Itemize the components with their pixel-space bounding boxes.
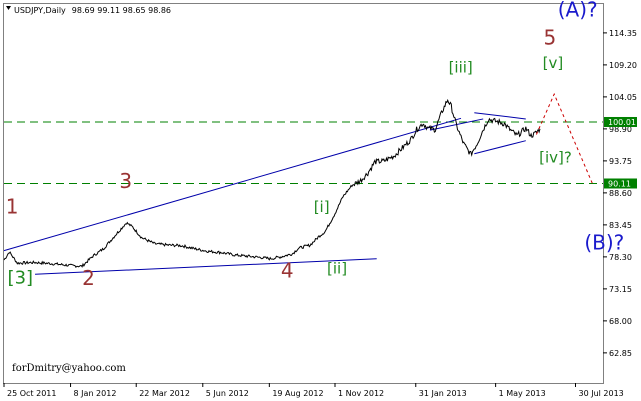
wave-label: [ii] xyxy=(327,260,347,278)
trendline xyxy=(474,140,526,155)
horizontal-levels xyxy=(4,121,603,184)
price-series-line xyxy=(3,98,541,268)
y-tick-label: 98.90 xyxy=(609,125,632,134)
x-tick-label: 25 Oct 2011 xyxy=(7,389,56,398)
wave-label: [iii] xyxy=(449,58,473,76)
y-tick-label: 104.05 xyxy=(609,93,637,102)
plot-frame xyxy=(3,3,604,384)
wave-label: 3 xyxy=(119,169,132,193)
trendline xyxy=(3,117,462,252)
y-tick-label: 88.60 xyxy=(609,189,632,198)
y-tick-label: 68.00 xyxy=(609,317,632,326)
y-tick-label: 109.20 xyxy=(609,61,637,70)
chart-header: USDJPY,Daily 98.69 99.11 98.65 98.86 xyxy=(14,6,171,15)
x-tick-label: 8 Jan 2012 xyxy=(74,389,117,398)
y-tick-label: 62.85 xyxy=(609,349,632,358)
wave-label: 2 xyxy=(82,266,95,290)
wave-label: [iv]? xyxy=(539,148,572,166)
wave-label: 4 xyxy=(281,258,294,282)
wave-label: 5 xyxy=(544,25,557,49)
x-tick-label: 19 Aug 2012 xyxy=(272,389,323,398)
trendline xyxy=(35,258,377,275)
y-tick-label: 114.35 xyxy=(609,29,637,38)
x-tick-label: 22 Mar 2012 xyxy=(139,389,190,398)
y-tick-label: 73.15 xyxy=(609,285,632,294)
author-credit: forDmitry@yahoo.com xyxy=(12,363,126,374)
level-tag xyxy=(604,178,637,189)
header-arrow-icon xyxy=(6,6,11,10)
y-tick-label: 78.30 xyxy=(609,253,632,262)
x-tick-label: 1 May 2013 xyxy=(499,389,546,398)
wave-label: 1 xyxy=(6,194,19,218)
x-tick-label: 1 Nov 2012 xyxy=(338,389,384,398)
x-tick-label: 31 Jan 2013 xyxy=(419,389,467,398)
x-tick-label: 5 Jun 2012 xyxy=(206,389,249,398)
ohlc-values: 98.69 99.11 98.65 98.86 xyxy=(72,6,171,15)
projection-line xyxy=(535,92,593,184)
level-tag-label: 100.01 xyxy=(608,118,636,127)
y-tick-label: 83.45 xyxy=(609,221,632,230)
x-tick-label: 30 Jul 2013 xyxy=(578,389,623,398)
wave-label: (A)? xyxy=(558,0,598,21)
wave-label: [3] xyxy=(8,268,34,289)
symbol-label: USDJPY,Daily xyxy=(14,6,66,15)
trendlines xyxy=(3,112,526,275)
level-tag xyxy=(604,116,637,127)
x-axis: 25 Oct 2011 8 Jan 2012 22 Mar 2012 5 Jun 20… xyxy=(3,383,624,398)
y-tick-label: 93.75 xyxy=(609,157,632,166)
level-tag-label: 90.11 xyxy=(608,179,631,188)
wave-label: [i] xyxy=(314,198,330,216)
trendline xyxy=(474,112,526,120)
wave-label: (B)? xyxy=(584,230,624,254)
y-axis: 114.35 109.20 104.05 98.90 93.75 88.60 83.45 78… xyxy=(603,29,637,358)
wave-labels: 1 [3] 2 3 4 [i] [ii] [iii] [iv]? [v] 5(A)? (B)? xyxy=(6,0,625,290)
wave-label: [v] xyxy=(543,54,564,72)
